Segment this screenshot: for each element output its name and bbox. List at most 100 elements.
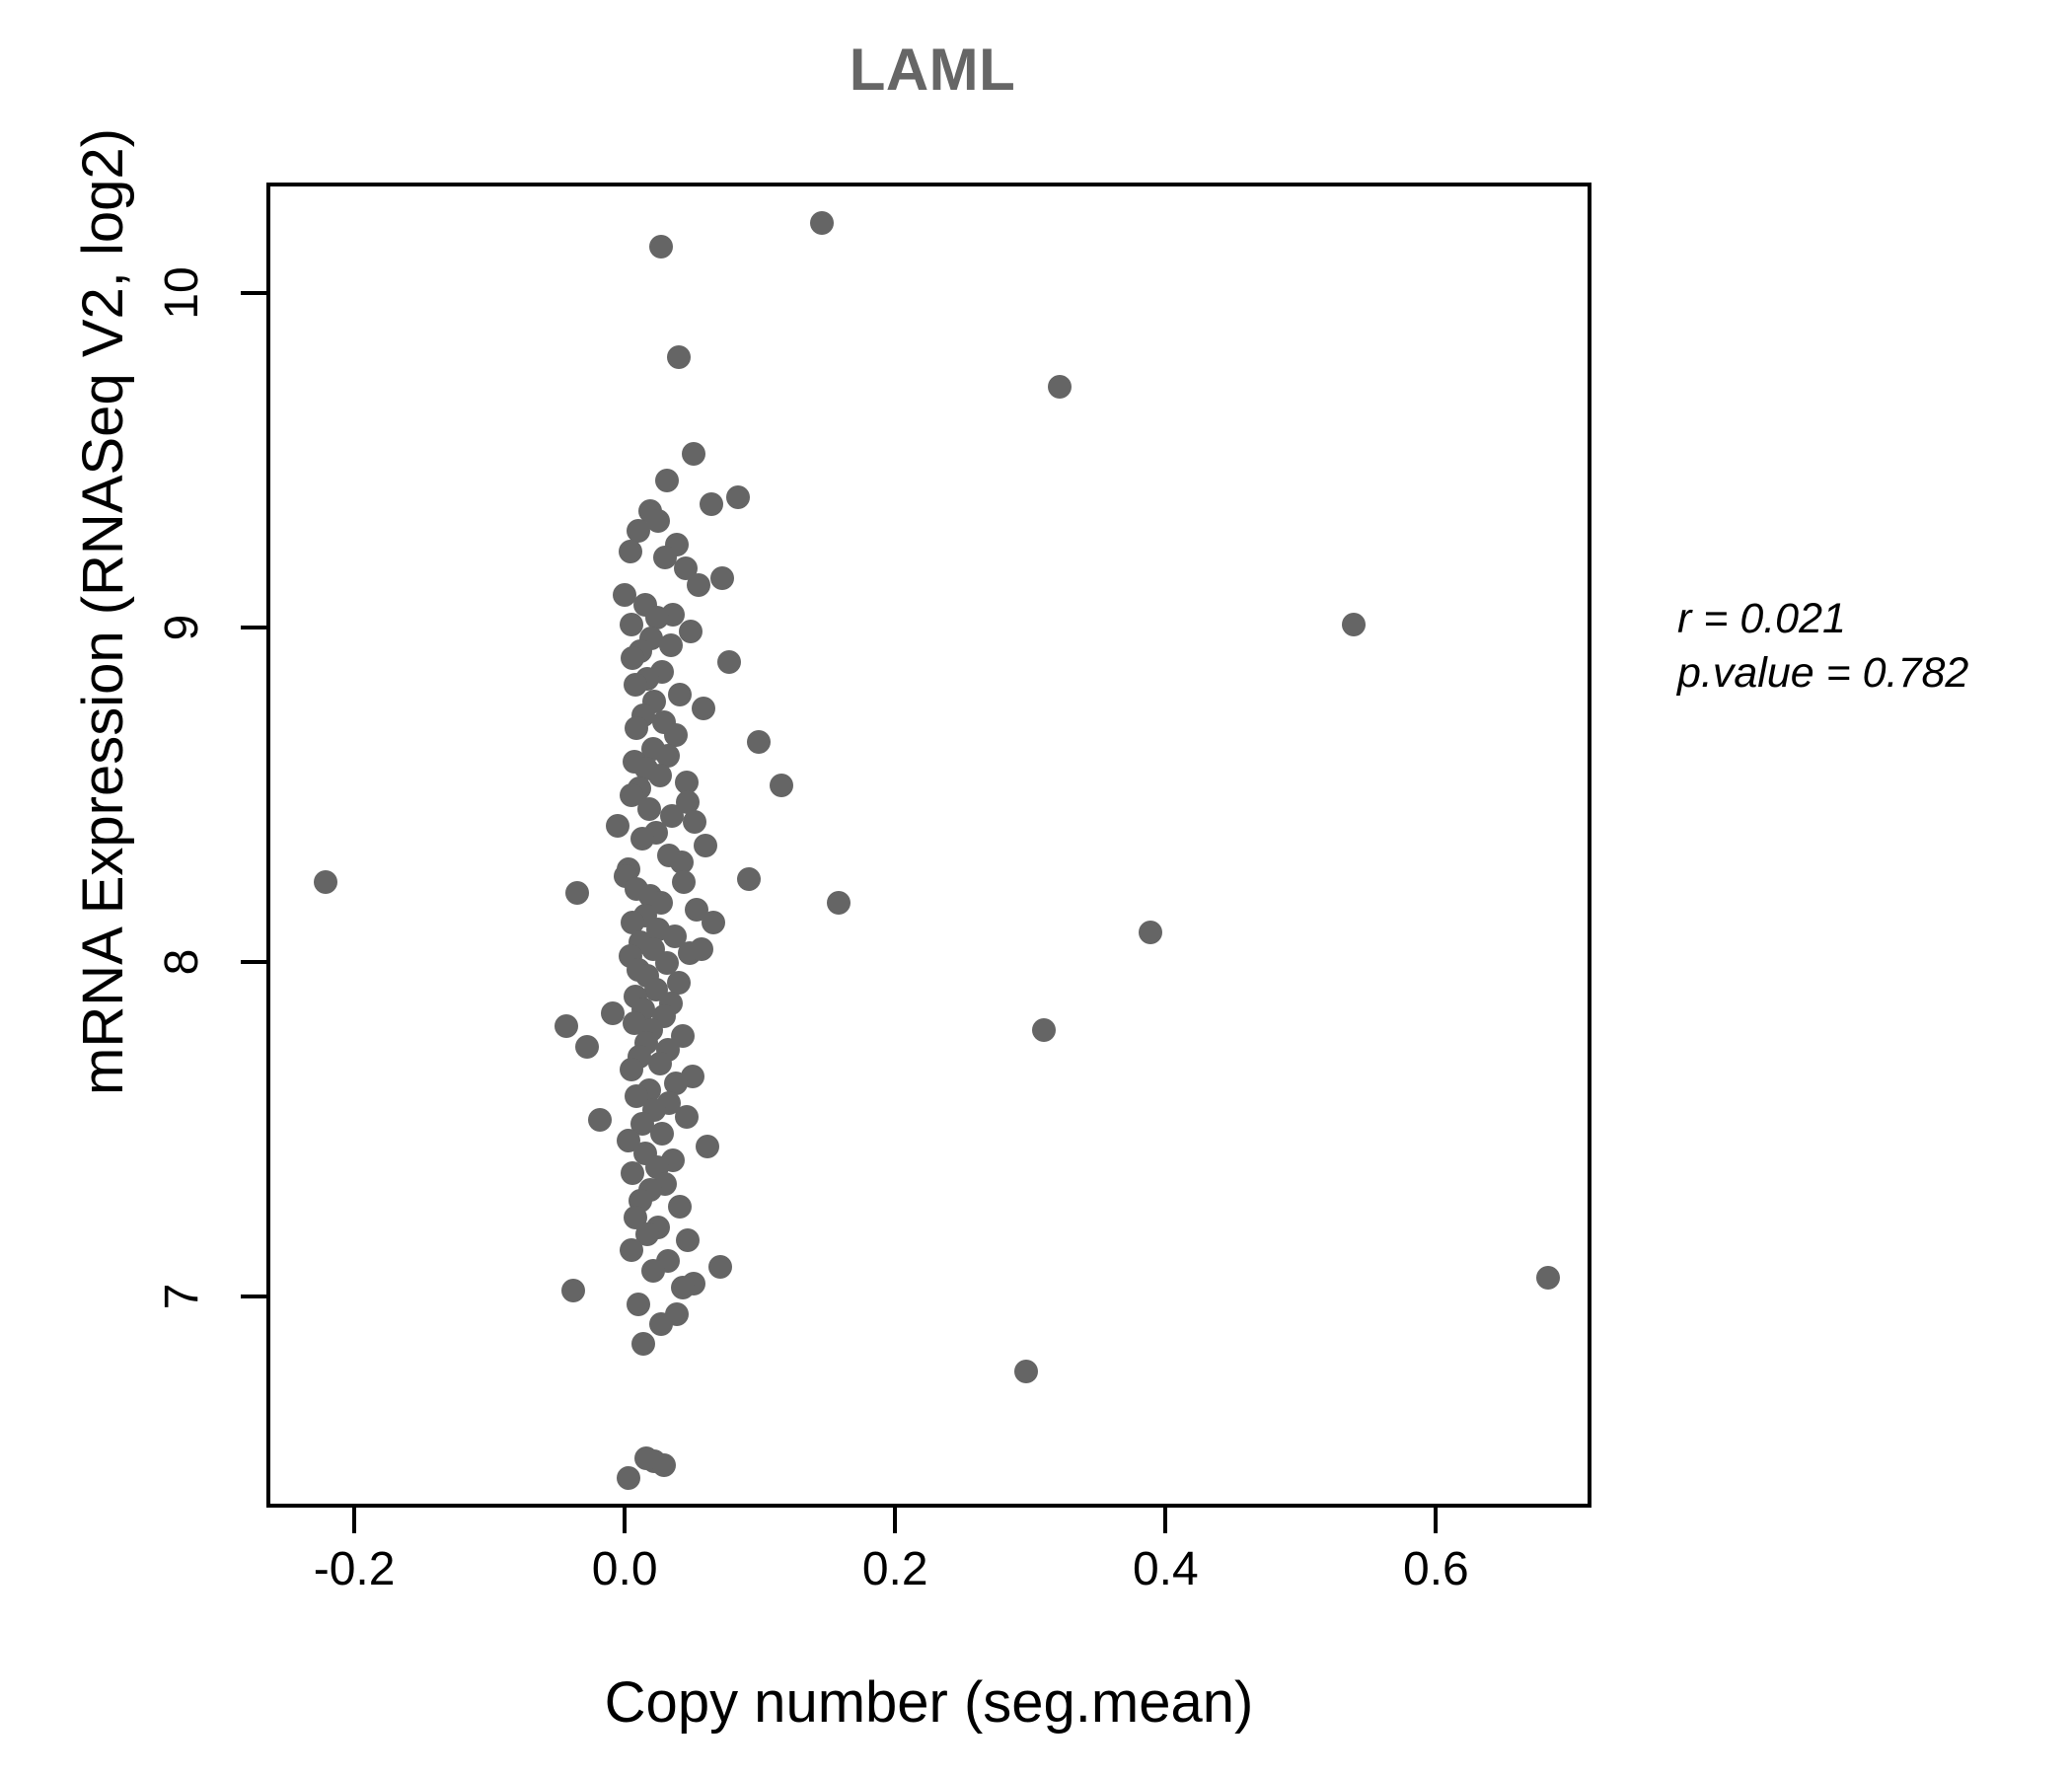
data-point bbox=[666, 344, 691, 369]
x-tick-label: 0.4 bbox=[1132, 1543, 1199, 1595]
data-point bbox=[631, 1332, 656, 1357]
data-point bbox=[588, 1108, 613, 1133]
data-point bbox=[654, 950, 679, 975]
data-point bbox=[565, 880, 590, 905]
data-point bbox=[640, 1258, 665, 1283]
data-point bbox=[626, 1292, 650, 1316]
data-point bbox=[1536, 1265, 1561, 1290]
y-axis-label: mRNA Expression (RNASeq V2, log2) bbox=[71, 128, 135, 1095]
data-point bbox=[691, 697, 715, 721]
y-tick-label: 9 bbox=[156, 614, 208, 641]
data-point bbox=[687, 572, 711, 597]
data-point bbox=[646, 509, 671, 534]
data-point bbox=[675, 1104, 700, 1129]
x-axis-label: Copy number (seg.mean) bbox=[604, 1670, 1254, 1735]
data-point bbox=[560, 1279, 585, 1303]
data-point bbox=[670, 1275, 695, 1299]
data-point bbox=[619, 613, 643, 637]
data-point bbox=[770, 774, 793, 798]
data-point bbox=[810, 211, 835, 236]
data-point bbox=[683, 810, 707, 835]
data-point bbox=[651, 1452, 676, 1477]
data-point bbox=[654, 469, 679, 493]
data-point bbox=[647, 763, 672, 787]
data-point bbox=[1014, 1359, 1039, 1383]
stat-r: r = 0.021 bbox=[1677, 595, 1846, 642]
data-point bbox=[1031, 1017, 1056, 1042]
data-point bbox=[1341, 613, 1366, 637]
chart-title: LAML bbox=[849, 37, 1016, 103]
x-tick-mark bbox=[352, 1508, 357, 1533]
data-point bbox=[1139, 921, 1163, 945]
data-point bbox=[574, 1034, 599, 1059]
x-tick-label: 0.2 bbox=[861, 1543, 928, 1595]
y-tick-mark bbox=[241, 290, 266, 295]
data-point bbox=[650, 1121, 675, 1146]
data-point bbox=[624, 673, 647, 698]
data-point bbox=[668, 1195, 693, 1220]
x-tick-mark bbox=[1434, 1508, 1439, 1533]
data-point bbox=[664, 723, 689, 748]
data-point bbox=[694, 834, 718, 858]
data-point bbox=[658, 632, 683, 657]
data-point bbox=[653, 546, 678, 570]
data-point bbox=[647, 1051, 672, 1075]
data-point bbox=[669, 851, 694, 875]
plot-area bbox=[266, 183, 1591, 1508]
data-point bbox=[613, 582, 637, 607]
data-point bbox=[644, 606, 669, 630]
y-tick-label: 10 bbox=[156, 266, 208, 320]
data-point bbox=[664, 1071, 689, 1095]
data-point bbox=[737, 867, 762, 892]
data-point bbox=[666, 971, 691, 996]
x-tick-label: -0.2 bbox=[313, 1543, 396, 1595]
data-point bbox=[649, 1312, 674, 1337]
data-point bbox=[621, 911, 645, 935]
data-point bbox=[716, 649, 741, 674]
data-point bbox=[726, 485, 751, 510]
data-point bbox=[675, 770, 700, 794]
stat-pvalue: p.value = 0.782 bbox=[1677, 649, 1969, 698]
correlation-stats: r = 0.021 p.value = 0.782 bbox=[1677, 592, 2052, 701]
x-tick-mark bbox=[623, 1508, 628, 1533]
data-point bbox=[617, 1466, 641, 1491]
data-point bbox=[629, 827, 654, 851]
data-point bbox=[690, 937, 714, 962]
y-tick-mark bbox=[241, 960, 266, 965]
data-point bbox=[746, 729, 771, 754]
x-tick-mark bbox=[1163, 1508, 1168, 1533]
data-point bbox=[655, 743, 680, 768]
data-point bbox=[649, 235, 674, 259]
data-point bbox=[708, 1255, 733, 1280]
x-tick-label: 0.6 bbox=[1403, 1543, 1469, 1595]
data-point bbox=[619, 1238, 643, 1263]
data-point bbox=[314, 870, 338, 895]
x-tick-label: 0.0 bbox=[591, 1543, 658, 1595]
data-point bbox=[676, 1228, 701, 1253]
data-point bbox=[619, 1058, 643, 1082]
data-point bbox=[626, 519, 650, 544]
y-tick-mark bbox=[241, 1295, 266, 1299]
data-point bbox=[1048, 375, 1073, 400]
data-point bbox=[636, 796, 661, 821]
data-point bbox=[679, 620, 703, 644]
data-point bbox=[709, 565, 734, 590]
data-point bbox=[600, 1000, 625, 1025]
data-point bbox=[618, 539, 642, 563]
data-point bbox=[695, 1135, 719, 1159]
data-point bbox=[702, 911, 726, 935]
x-tick-mark bbox=[893, 1508, 898, 1533]
scatter-points-layer bbox=[270, 186, 1588, 1504]
y-tick-label: 7 bbox=[156, 1283, 208, 1310]
data-point bbox=[621, 646, 645, 671]
data-point bbox=[681, 442, 705, 467]
y-tick-label: 8 bbox=[156, 948, 208, 976]
y-tick-mark bbox=[241, 626, 266, 630]
data-point bbox=[668, 683, 693, 707]
data-point bbox=[826, 890, 851, 915]
data-point bbox=[672, 870, 697, 895]
data-point bbox=[699, 492, 723, 517]
data-point bbox=[555, 1014, 579, 1039]
data-point bbox=[625, 716, 649, 741]
